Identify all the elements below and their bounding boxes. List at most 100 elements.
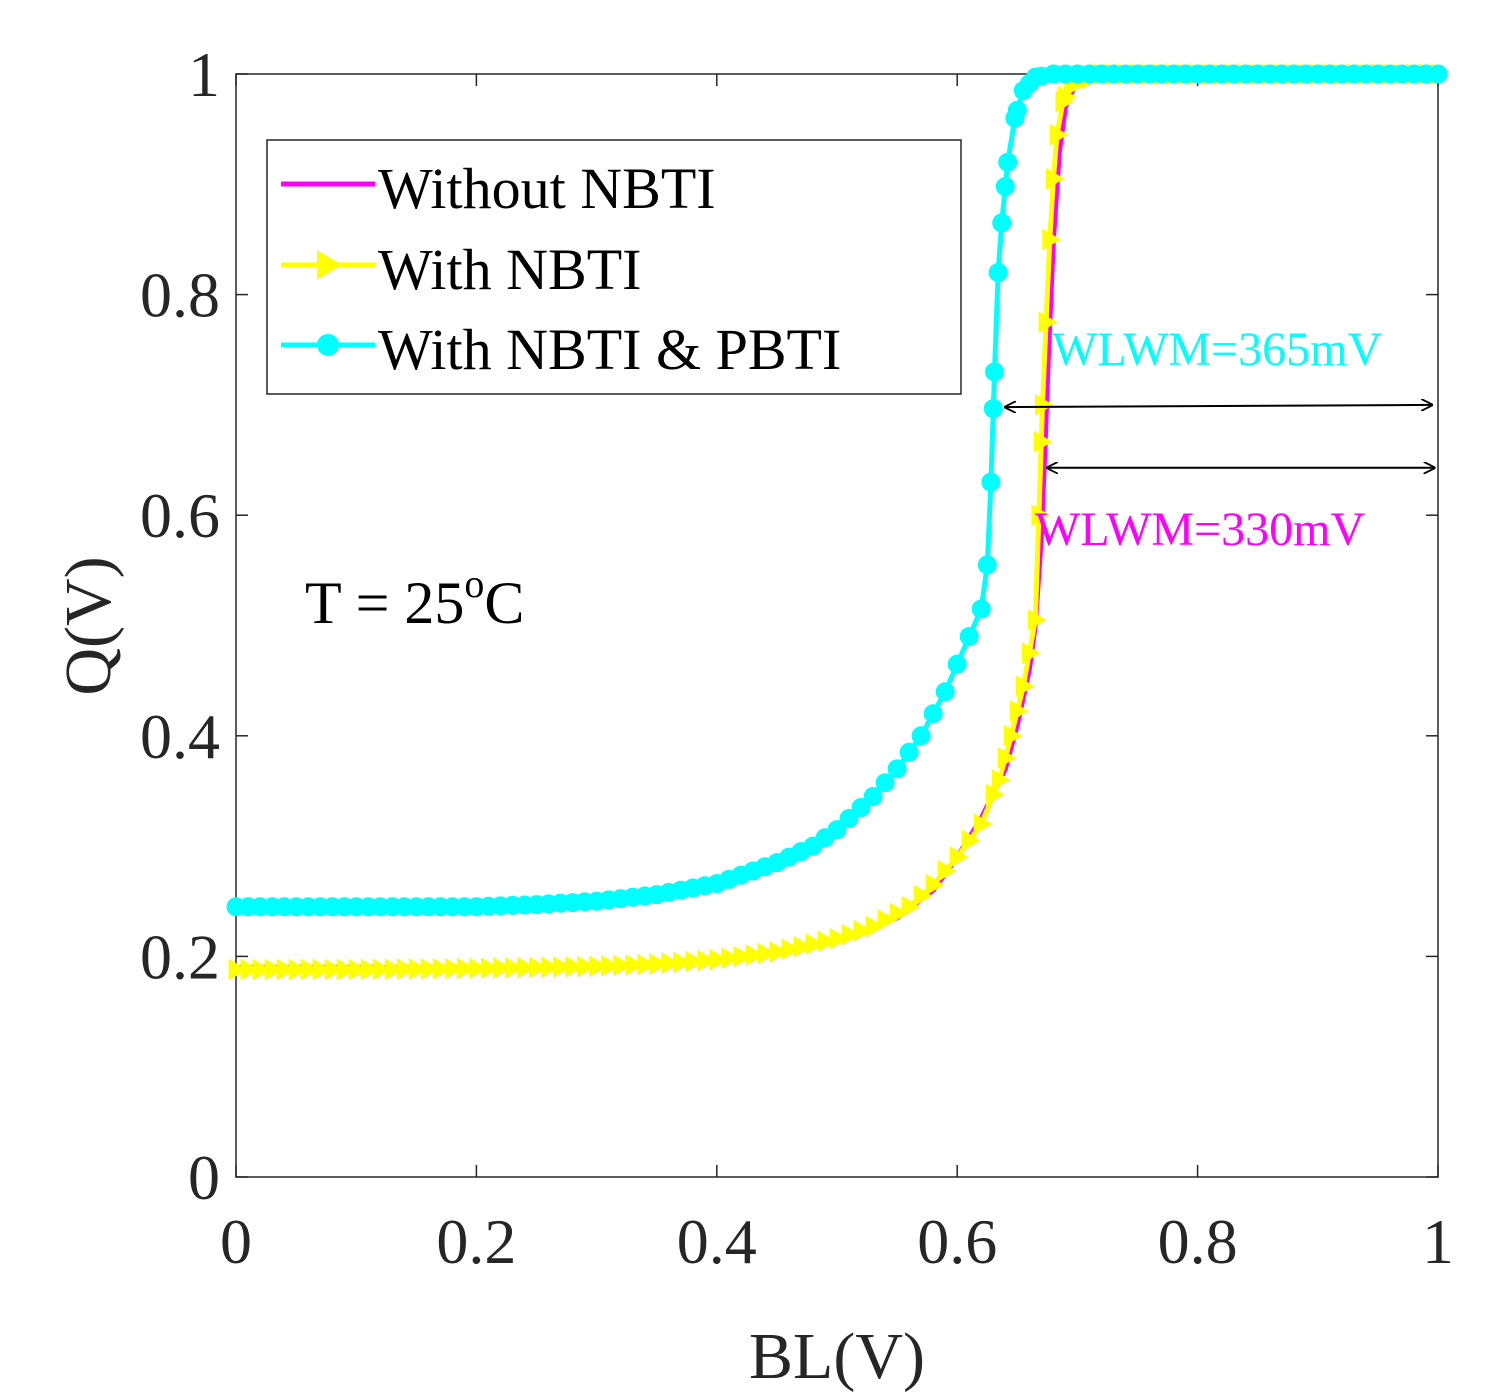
point-with-nbti (709, 948, 728, 971)
point-with-nbti (991, 769, 1011, 791)
legend: Without NBTI With NBTI With NBTI & PBTI (266, 139, 962, 395)
point-with-nbti (745, 944, 764, 966)
point-with-nbti-pbti (911, 726, 931, 746)
point-with-nbti-pbti (985, 362, 1004, 382)
legend-item-with-nbti-pbti: With NBTI & PBTI (281, 317, 841, 382)
point-with-nbti (541, 956, 560, 979)
point-with-nbti-pbti (947, 654, 967, 674)
point-with-nbti-pbti (992, 213, 1012, 233)
point-with-nbti (1042, 228, 1061, 251)
y-tick-label: 1 (188, 39, 220, 110)
point-with-nbti (300, 958, 320, 981)
point-with-nbti (661, 952, 680, 975)
point-with-nbti (973, 813, 993, 835)
point-with-nbti (553, 956, 572, 978)
point-with-nbti (565, 955, 584, 978)
point-with-nbti (408, 958, 428, 980)
point-with-nbti (480, 957, 500, 980)
point-with-nbti (889, 902, 909, 925)
point-with-nbti (577, 955, 596, 978)
point-with-nbti (348, 958, 368, 981)
point-with-nbti (757, 942, 776, 965)
legend-marker-with-nbti-pbti (317, 334, 339, 356)
point-with-nbti-pbti (839, 809, 859, 828)
y-tick-label: 0.8 (140, 260, 220, 331)
point-with-nbti-pbti (988, 263, 1008, 282)
point-with-nbti (420, 958, 440, 980)
point-with-nbti-pbti (827, 820, 847, 840)
point-with-nbti (997, 747, 1017, 769)
point-with-nbti (336, 958, 356, 981)
wlwm-365-arrow (1005, 405, 1432, 407)
point-with-nbti (673, 951, 692, 974)
annotation-wlwm-330: WLWM=330mV (1035, 503, 1365, 556)
point-with-nbti (517, 956, 536, 979)
legend-item-without-nbti: Without NBTI (281, 156, 716, 221)
point-with-nbti (697, 949, 716, 972)
point-with-nbti (264, 958, 284, 981)
point-with-nbti-pbti (935, 682, 955, 702)
legend-label-without-nbti: Without NBTI (378, 156, 716, 221)
point-with-nbti-pbti (875, 773, 895, 793)
point-with-nbti (589, 955, 608, 978)
point-with-nbti (228, 958, 247, 981)
point-with-nbti-pbti (998, 152, 1018, 172)
point-with-nbti (901, 895, 921, 918)
point-with-nbti-pbti (1007, 100, 1027, 120)
annotation-wlwm-365: WLWM=365mV (1052, 323, 1382, 376)
point-with-nbti (529, 956, 548, 979)
temperature-unit: C (484, 570, 524, 636)
point-with-nbti (913, 884, 933, 907)
point-with-nbti (1049, 123, 1068, 146)
legend-item-with-nbti: With NBTI (281, 237, 641, 302)
annotation-arrows (1005, 405, 1434, 468)
point-with-nbti (1015, 675, 1035, 698)
point-with-nbti (613, 954, 632, 977)
tick-labels: 0 0.2 0.4 0.6 0.8 1 0 0.2 0.4 0.6 0.8 1 (140, 39, 1454, 1277)
point-with-nbti (925, 873, 945, 896)
annotation-temperature: T = 25oC (305, 561, 524, 636)
point-with-nbti (1003, 724, 1023, 747)
point-with-nbti (1045, 167, 1065, 190)
x-axis-label: BL(V) (749, 1320, 925, 1393)
point-with-nbti (625, 954, 644, 976)
point-with-nbti (324, 958, 344, 981)
point-with-nbti (252, 958, 271, 981)
point-with-nbti (456, 957, 476, 980)
point-with-nbti (649, 953, 668, 975)
point-with-nbti-pbti (899, 742, 919, 762)
point-with-nbti (601, 955, 620, 977)
point-with-nbti-pbti (977, 555, 997, 575)
y-tick-label: 0 (188, 1142, 220, 1213)
x-tick-label: 0.6 (917, 1206, 997, 1277)
point-with-nbti (360, 958, 380, 981)
point-with-nbti (721, 947, 740, 970)
point-with-nbti (685, 950, 704, 973)
point-with-nbti (505, 957, 524, 979)
point-with-nbti-pbti (887, 759, 907, 779)
point-with-nbti (312, 958, 332, 981)
point-with-nbti (468, 957, 488, 980)
point-with-nbti (276, 958, 296, 981)
point-with-nbti (240, 958, 259, 981)
temperature-degree: o (464, 561, 484, 606)
point-with-nbti (841, 923, 860, 946)
point-with-nbti (781, 938, 800, 961)
x-tick-label: 0.8 (1158, 1206, 1238, 1277)
legend-label-with-nbti: With NBTI (378, 237, 641, 302)
point-with-nbti-pbti (851, 798, 871, 817)
point-with-nbti (877, 909, 897, 931)
point-with-nbti (817, 930, 836, 953)
y-tick-label: 0.4 (140, 701, 220, 772)
point-with-nbti (733, 945, 752, 968)
point-with-nbti (1021, 642, 1041, 664)
point-with-nbti (829, 927, 848, 950)
x-tick-label: 0.2 (436, 1206, 516, 1277)
y-tick-label: 0.2 (140, 921, 220, 992)
y-axis-label: Q(V) (52, 556, 125, 695)
y-tick-label: 0.6 (140, 480, 220, 551)
point-with-nbti (937, 860, 957, 882)
point-with-nbti-pbti (959, 627, 979, 646)
legend-label-with-nbti-pbti: With NBTI & PBTI (378, 317, 841, 382)
